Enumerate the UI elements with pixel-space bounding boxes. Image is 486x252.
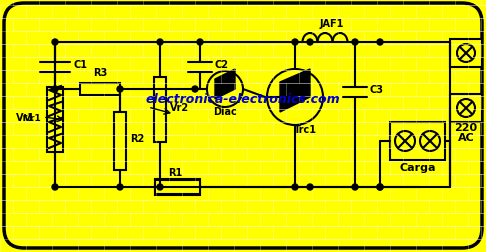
Circle shape <box>52 40 58 46</box>
Text: AC: AC <box>458 133 474 142</box>
Bar <box>80 84 120 96</box>
Circle shape <box>52 184 58 190</box>
Circle shape <box>377 184 383 190</box>
Text: Trc1: Trc1 <box>294 124 316 135</box>
Bar <box>155 180 200 194</box>
Circle shape <box>307 184 313 190</box>
Text: R3: R3 <box>93 68 107 78</box>
Bar <box>450 40 482 68</box>
Circle shape <box>292 40 298 46</box>
Circle shape <box>292 184 298 190</box>
Text: Vr2: Vr2 <box>170 102 189 112</box>
Text: C3: C3 <box>369 85 383 94</box>
Circle shape <box>307 40 313 46</box>
Text: R2: R2 <box>130 134 144 143</box>
Circle shape <box>117 184 123 190</box>
Polygon shape <box>215 70 235 90</box>
Polygon shape <box>215 80 235 100</box>
Polygon shape <box>280 70 310 98</box>
Bar <box>155 179 200 195</box>
Circle shape <box>377 40 383 46</box>
Bar <box>390 122 445 160</box>
Text: C1: C1 <box>73 60 87 70</box>
Text: Carga: Carga <box>399 162 436 172</box>
Circle shape <box>52 87 58 93</box>
Polygon shape <box>280 83 310 113</box>
Text: electronica-electronics.com: electronica-electronics.com <box>146 93 340 106</box>
Text: Vr1: Vr1 <box>16 112 35 122</box>
Circle shape <box>352 184 358 190</box>
Text: R1: R1 <box>168 167 182 177</box>
Bar <box>47 88 63 152</box>
Text: C2: C2 <box>214 60 228 70</box>
Bar <box>450 94 482 122</box>
Circle shape <box>157 184 163 190</box>
Text: Vr1: Vr1 <box>24 114 42 122</box>
Circle shape <box>197 40 203 46</box>
Circle shape <box>377 184 383 190</box>
Circle shape <box>352 40 358 46</box>
Bar <box>114 113 126 170</box>
Bar <box>154 78 166 142</box>
Text: 220: 220 <box>454 122 478 133</box>
Text: Diac: Diac <box>213 107 237 116</box>
Circle shape <box>157 40 163 46</box>
Text: JAF1: JAF1 <box>320 19 344 29</box>
Circle shape <box>117 87 123 93</box>
Circle shape <box>192 87 198 93</box>
FancyBboxPatch shape <box>4 4 482 248</box>
